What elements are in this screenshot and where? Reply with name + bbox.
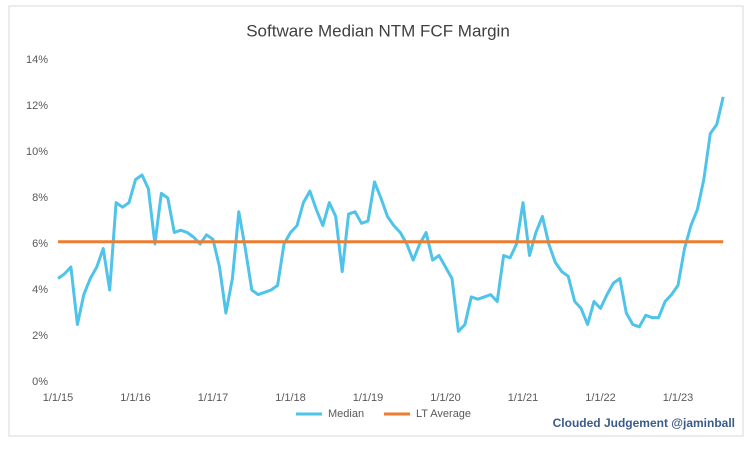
line-series — [57, 96, 725, 333]
y-tick-label: 10% — [26, 146, 48, 158]
legend-label: Median — [328, 408, 364, 420]
y-tick-label: 2% — [32, 330, 48, 342]
chart-title: Software Median NTM FCF Margin — [246, 21, 510, 40]
x-tick-label: 1/1/15 — [43, 392, 74, 404]
x-tick-label: 1/1/22 — [585, 392, 616, 404]
x-tick-label: 1/1/17 — [198, 392, 229, 404]
y-tick-label: 0% — [32, 376, 48, 388]
chart-border — [8, 5, 744, 437]
x-tick-label: 1/1/16 — [120, 392, 151, 404]
x-tick-label: 1/1/21 — [508, 392, 539, 404]
x-tick-label: 1/1/23 — [663, 392, 694, 404]
watermark: Clouded Judgement @jaminball — [553, 416, 735, 430]
y-tick-label: 8% — [32, 192, 48, 204]
legend-label: LT Average — [416, 408, 471, 420]
y-tick-label: 4% — [32, 284, 48, 296]
y-tick-label: 14% — [26, 54, 48, 66]
y-tick-label: 6% — [32, 238, 48, 250]
x-tick-label: 1/1/18 — [275, 392, 306, 404]
x-tick-label: 1/1/20 — [430, 392, 461, 404]
y-tick-label: 12% — [26, 100, 48, 112]
x-tick-label: 1/1/19 — [353, 392, 384, 404]
